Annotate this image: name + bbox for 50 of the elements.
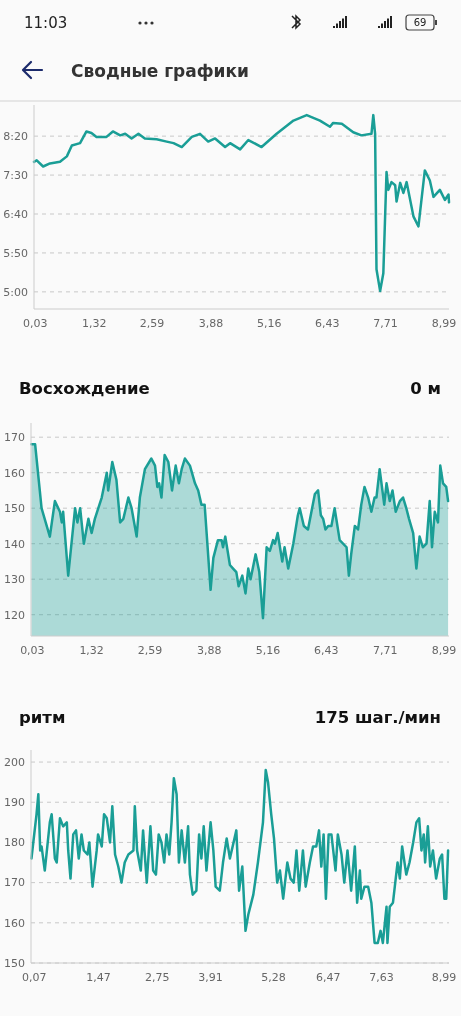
line-series — [30, 768, 450, 945]
y-tick-label: 150 — [4, 502, 25, 516]
x-tick-label: 3,88 — [198, 317, 224, 330]
x-tick-label: 0,03 — [23, 317, 48, 330]
y-tick-label: 170 — [4, 431, 25, 445]
x-tick-label: 3,91 — [198, 971, 223, 984]
x-tick-label: 1,32 — [79, 644, 104, 657]
x-tick-label: 2,59 — [139, 317, 165, 330]
y-tick-label: 5:50 — [3, 246, 28, 260]
x-tick-label: 0,07 — [21, 971, 47, 984]
text: 11:03 — [24, 14, 68, 33]
x-tick-label: 6,43 — [314, 644, 339, 657]
y-tick-label: 7:30 — [3, 168, 28, 182]
x-tick-label: 5,16 — [257, 317, 282, 330]
x-tick-label: 5,16 — [255, 644, 281, 657]
x-tick-label: 1,32 — [81, 317, 107, 330]
y-tick-label: 6:40 — [3, 207, 28, 221]
y-tick-label: 120 — [4, 608, 25, 622]
y-tick-label: 190 — [4, 796, 25, 810]
y-tick-label: 5:00 — [3, 285, 28, 299]
y-tick-label: 130 — [4, 573, 25, 587]
y-tick-label: 8:20 — [3, 130, 28, 143]
y-tick-label: 200 — [4, 755, 25, 769]
x-tick-label: 5,28 — [261, 971, 286, 984]
chart-subtitle: 175 шаг./мин — [314, 707, 441, 727]
x-tick-label: 6,47 — [315, 971, 341, 984]
y-tick-label: 160 — [4, 916, 25, 930]
y-tick-label: 180 — [4, 836, 25, 850]
x-tick-label: 1,47 — [86, 971, 111, 984]
x-tick-label: 8,99 — [431, 971, 457, 984]
x-tick-label: 2,75 — [145, 971, 170, 984]
chart-subtitle: 0 м — [410, 378, 441, 398]
x-tick-label: 7,71 — [373, 317, 398, 330]
x-tick-label: 7,63 — [369, 971, 394, 984]
y-tick-label: 140 — [4, 537, 25, 551]
x-tick-label: 7,71 — [372, 644, 398, 657]
y-tick-label: 170 — [4, 876, 25, 890]
chart-title: ритм — [19, 707, 66, 727]
y-tick-label: 160 — [4, 466, 25, 480]
x-tick-label: 8,99 — [431, 317, 457, 330]
x-tick-label: 3,88 — [196, 644, 222, 657]
y-tick-label: 150 — [4, 956, 25, 970]
chart-title: Восхождение — [19, 378, 150, 398]
x-tick-label: 8,99 — [431, 644, 457, 657]
line-series — [32, 113, 451, 293]
x-tick-label: 6,43 — [314, 317, 340, 330]
x-tick-label: 2,59 — [137, 644, 163, 657]
chart-title: Сводные графики — [71, 60, 249, 81]
x-tick-label: 0,03 — [20, 644, 45, 657]
battery-icon: 69 — [405, 14, 437, 31]
